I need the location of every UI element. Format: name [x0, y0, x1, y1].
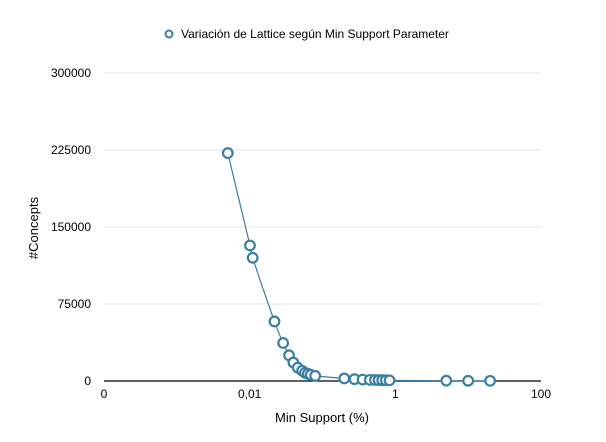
x-axis-ticks: 0 0,01 1 100	[101, 387, 552, 401]
data-point	[277, 337, 290, 349]
data-point	[462, 374, 475, 387]
data-point	[221, 147, 234, 159]
y-tick-label: 75000	[58, 297, 92, 311]
y-tick-label: 0	[84, 374, 91, 388]
y-tick-label: 225000	[51, 143, 91, 157]
x-tick-label: 100	[531, 387, 551, 401]
data-point	[383, 374, 396, 387]
data-point	[440, 374, 453, 387]
legend: Variación de Lattice según Min Support P…	[164, 27, 449, 41]
x-tick-label: 0	[101, 387, 108, 401]
series-line	[227, 152, 491, 382]
data-point	[246, 251, 259, 264]
data-points	[221, 147, 496, 387]
y-axis-title: #Concepts	[26, 196, 41, 259]
data-point	[309, 369, 322, 382]
y-tick-label: 150000	[51, 220, 91, 234]
data-point	[268, 315, 281, 328]
legend-label: Variación de Lattice según Min Support P…	[181, 27, 449, 41]
data-point	[244, 239, 256, 252]
y-tick-label: 300000	[51, 66, 91, 80]
x-tick-label: 0,01	[238, 387, 262, 401]
data-point	[338, 372, 351, 385]
data-point	[484, 374, 496, 387]
y-axis-ticks: 0 75000 150000 225000 300000	[51, 66, 91, 388]
grid	[104, 72, 541, 382]
x-axis-title: Min Support (%)	[275, 410, 369, 425]
x-tick-label: 1	[392, 387, 399, 401]
legend-marker	[164, 29, 174, 39]
